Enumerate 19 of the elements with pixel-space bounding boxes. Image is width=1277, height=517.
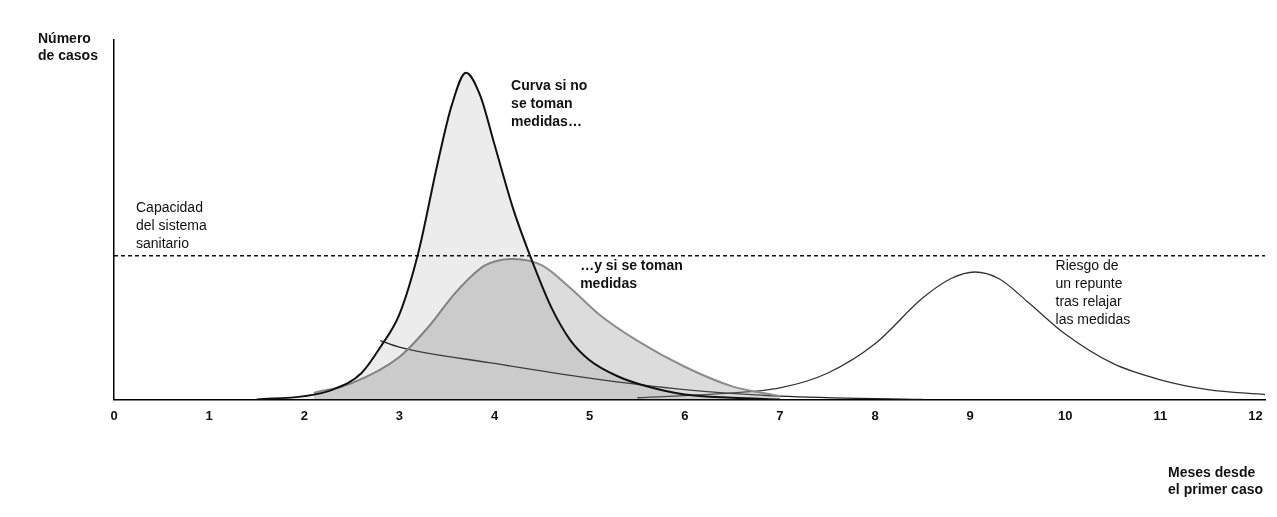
annotation: Riesgo de un repunte tras relajar las medidas	[1055, 257, 1131, 328]
annotation: …y si se toman medidas	[580, 257, 683, 292]
y-axis-title: Número de casos	[38, 30, 98, 64]
x-tick-label: 5	[586, 407, 594, 423]
x-tick-label: 1	[205, 407, 213, 423]
x-tick-label: 12	[1248, 407, 1263, 423]
x-tick-label: 9	[966, 407, 974, 423]
x-tick-label: 7	[776, 407, 784, 423]
x-tick-label: 0	[110, 407, 118, 423]
x-tick-label: 4	[490, 407, 499, 423]
x-tick-label: 8	[871, 407, 879, 423]
ref-line-label: Capacidad del sistema sanitario	[136, 198, 208, 251]
x-tick-label: 11	[1153, 407, 1168, 423]
x-tick-label: 6	[681, 407, 689, 423]
x-tick-label: 2	[300, 407, 308, 423]
annotation: Curva si no se toman medidas…	[511, 77, 588, 130]
x-tick-label: 10	[1058, 407, 1073, 423]
x-tick-label: 3	[395, 407, 403, 423]
x-axis-title: Meses desde el primer caso	[1168, 464, 1263, 498]
